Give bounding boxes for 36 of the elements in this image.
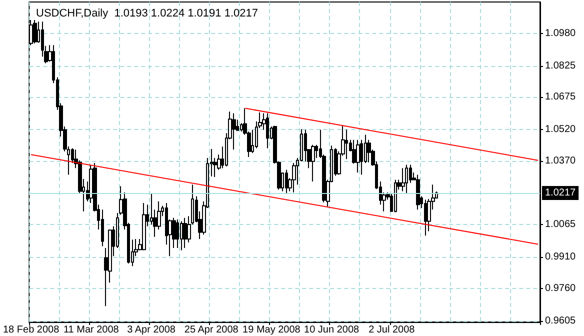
y-tick-label: 1.0980 (545, 28, 576, 39)
candlestick (33, 19, 37, 44)
y-tick-label: 0.9910 (545, 252, 576, 263)
x-tick-label: 2 Jul 2008 (368, 324, 416, 336)
candlestick (180, 220, 183, 251)
y-tick-label: 0.9605 (545, 315, 576, 326)
x-tick-label: 25 Apr 2008 (184, 324, 239, 336)
x-tick-label: 10 Jun 2008 (304, 324, 360, 336)
candlestick (183, 217, 187, 248)
candlestick (232, 112, 236, 150)
candlestick (416, 174, 420, 210)
x-tick-label: 19 May 2008 (242, 324, 301, 336)
candlestick (360, 139, 363, 176)
text: USDCHF,Daily 1.0193 1.0224 1.0191 1.0217 (36, 8, 258, 20)
x-tick-label: 18 Feb 2008 (2, 324, 60, 336)
candlestick (356, 139, 360, 173)
y-tick-label: 0.9760 (545, 283, 576, 294)
candlestick (367, 139, 371, 163)
ref-line-label: 1.0217 (545, 187, 576, 198)
y-tick-label: 1.0065 (545, 219, 576, 230)
x-tick-label: 11 Mar 2008 (63, 324, 120, 336)
candlestick (176, 219, 179, 248)
candlestick (266, 112, 269, 149)
candlestick (405, 164, 408, 194)
candlestick (401, 168, 405, 192)
y-tick-label: 1.0370 (545, 155, 576, 166)
y-tick-label: 1.0825 (545, 60, 576, 72)
candlestick (345, 129, 348, 160)
candlestick (142, 202, 146, 251)
y-tick-label: 1.0520 (545, 124, 576, 136)
candlestick (394, 179, 397, 213)
x-tick-label: 3 Apr 2008 (127, 324, 176, 336)
candlestick (311, 144, 315, 182)
candlestick (424, 199, 427, 236)
candlestick (285, 169, 288, 194)
y-tick-label: 1.0675 (545, 92, 576, 103)
